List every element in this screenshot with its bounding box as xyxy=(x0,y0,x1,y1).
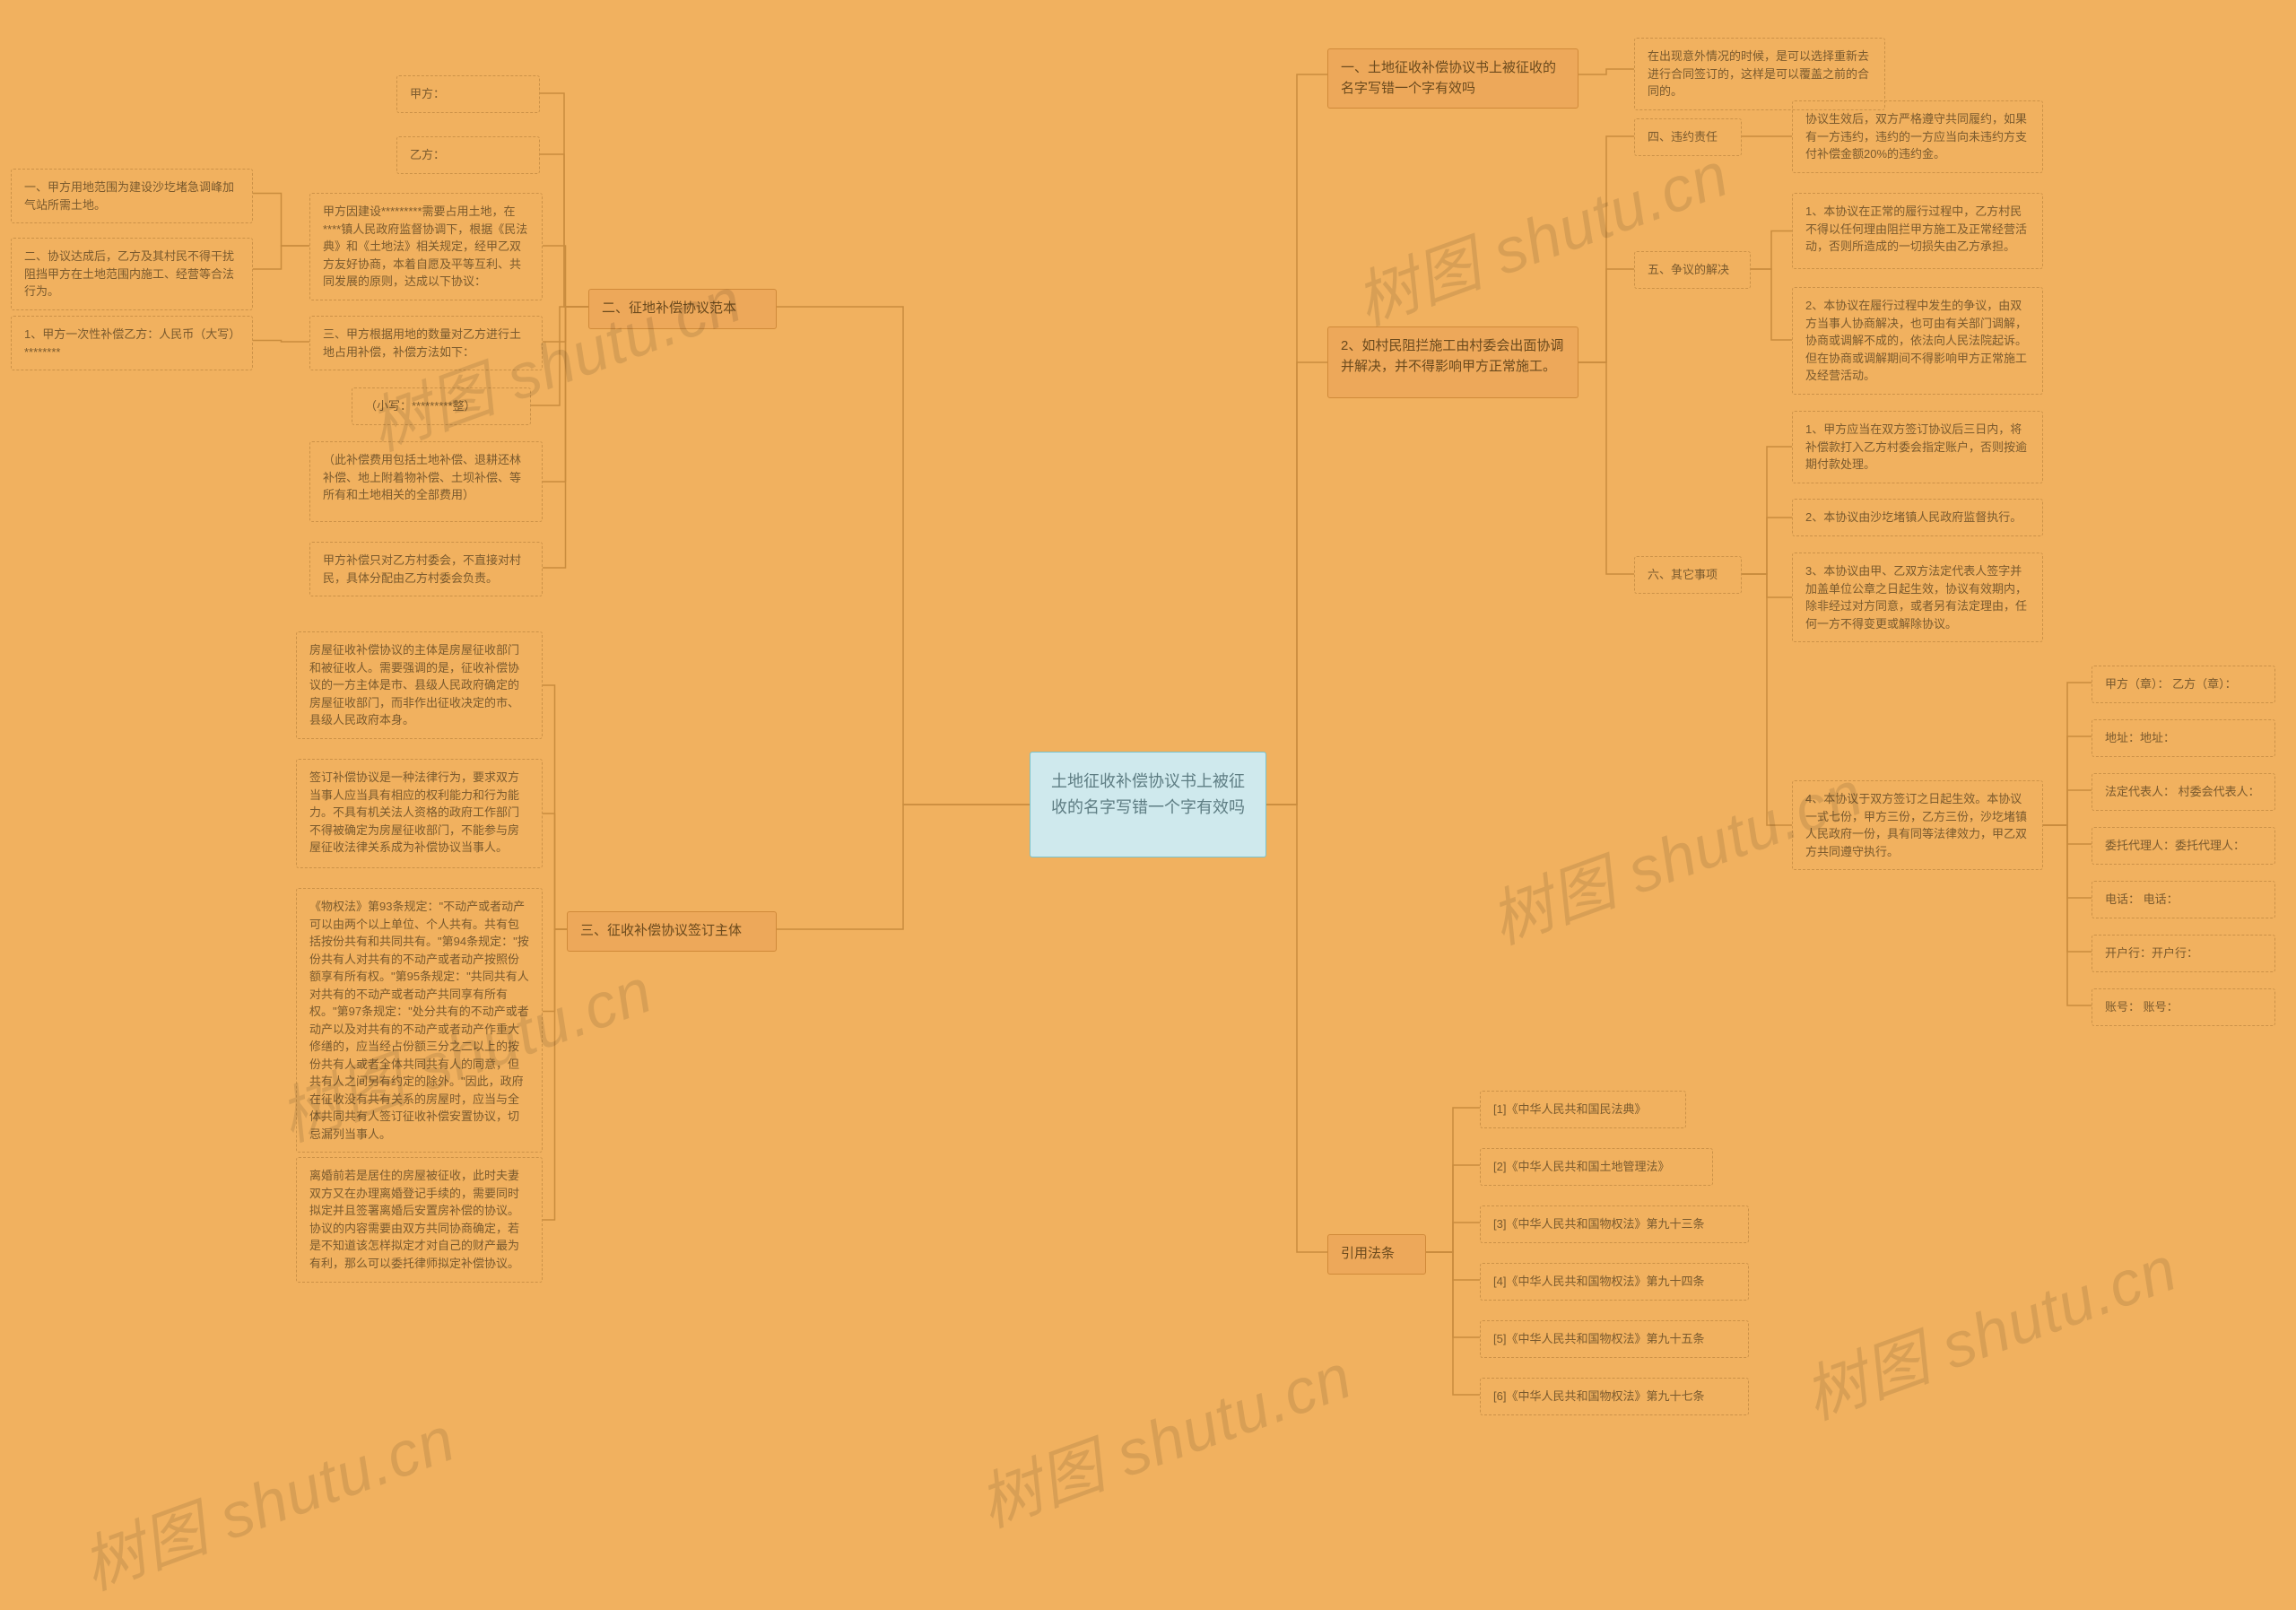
node-b7c6[interactable]: [6]《中华人民共和国物权法》第九十七条 xyxy=(1480,1378,1749,1415)
node-sig7[interactable]: 账号： 账号： xyxy=(2092,988,2275,1026)
node-b3c2[interactable]: 签订补偿协议是一种法律行为，要求双方当事人应当具有相应的权利能力和行为能力。不具… xyxy=(296,759,543,868)
node-b3c3[interactable]: 《物权法》第93条规定："不动产或者动产可以由两个以上单位、个人共有。共有包括按… xyxy=(296,888,543,1153)
node-b2c3b[interactable]: 二、协议达成后，乙方及其村民不得干扰阻挡甲方在土地范围内施工、经营等合法行为。 xyxy=(11,238,253,310)
node-b7c2[interactable]: [2]《中华人民共和国土地管理法》 xyxy=(1480,1148,1713,1186)
watermark: 树图 shutu.cn xyxy=(1342,125,1739,344)
branch-b1[interactable]: 一、土地征收补偿协议书上被征收的名字写错一个字有效吗 xyxy=(1327,48,1578,109)
node-b3c4[interactable]: 离婚前若是居住的房屋被征收，此时夫妻双方又在办理离婚登记手续的，需要同时拟定并且… xyxy=(296,1157,543,1283)
branch-b7[interactable]: 引用法条 xyxy=(1327,1234,1426,1275)
node-b2c3[interactable]: 甲方因建设*********需要占用土地，在****镇人民政府监督协调下，根据《… xyxy=(309,193,543,300)
node-b2c4a[interactable]: 1、甲方一次性补偿乙方：人民币（大写）******** xyxy=(11,316,253,370)
node-b2c5[interactable]: （小写：*********整） xyxy=(352,387,531,425)
node-b2c6[interactable]: （此补偿费用包括土地补偿、退耕还林补偿、地上附着物补偿、土坝补偿、等所有和土地相… xyxy=(309,441,543,522)
node-b2c7[interactable]: 甲方补偿只对乙方村委会，不直接对村民，具体分配由乙方村委会负责。 xyxy=(309,542,543,596)
node-b6b2[interactable]: 2、本协议在履行过程中发生的争议，由双方当事人协商解决，也可由有关部门调解，协商… xyxy=(1792,287,2043,395)
watermark: 树图 shutu.cn xyxy=(965,1327,1362,1545)
node-b7c1[interactable]: [1]《中华人民共和国民法典》 xyxy=(1480,1091,1686,1128)
node-b2c1[interactable]: 甲方： xyxy=(396,75,540,113)
node-b2c2[interactable]: 乙方： xyxy=(396,136,540,174)
node-b2c3a[interactable]: 一、甲方用地范围为建设沙圪堵急调峰加气站所需土地。 xyxy=(11,169,253,223)
node-b6b1[interactable]: 1、本协议在正常的履行过程中，乙方村民不得以任何理由阻拦甲方施工及正常经营活动，… xyxy=(1792,193,2043,269)
center-node[interactable]: 土地征收补偿协议书上被征收的名字写错一个字有效吗 xyxy=(1030,752,1266,857)
node-sig6[interactable]: 开户行：开户行： xyxy=(2092,935,2275,972)
node-sig3[interactable]: 法定代表人： 村委会代表人： xyxy=(2092,773,2275,811)
branch-b3[interactable]: 三、征收补偿协议签订主体 xyxy=(567,911,777,952)
node-b1c1[interactable]: 在出现意外情况的时候，是可以选择重新去进行合同签订的，这样是可以覆盖之前的合同的… xyxy=(1634,38,1885,110)
node-b6b[interactable]: 五、争议的解决 xyxy=(1634,251,1751,289)
node-b6a1[interactable]: 协议生效后，双方严格遵守共同履约，如果有一方违约，违约的一方应当向未违约方支付补… xyxy=(1792,100,2043,173)
node-sig1[interactable]: 甲方（章）： 乙方（章）： xyxy=(2092,666,2275,703)
node-b6c3[interactable]: 3、本协议由甲、乙双方法定代表人签字并加盖单位公章之日起生效，协议有效期内，除非… xyxy=(1792,553,2043,642)
node-sig4[interactable]: 委托代理人：委托代理人： xyxy=(2092,827,2275,865)
node-b6a[interactable]: 四、违约责任 xyxy=(1634,118,1742,156)
node-b7c4[interactable]: [4]《中华人民共和国物权法》第九十四条 xyxy=(1480,1263,1749,1301)
branch-b6[interactable]: 2、如村民阻拦施工由村委会出面协调并解决，并不得影响甲方正常施工。 xyxy=(1327,326,1578,398)
node-sig2[interactable]: 地址：地址： xyxy=(2092,719,2275,757)
mindmap-canvas: 土地征收补偿协议书上被征收的名字写错一个字有效吗 二、征地补偿协议范本 甲方： 乙方：… xyxy=(0,0,2296,1610)
node-b6c2[interactable]: 2、本协议由沙圪堵镇人民政府监督执行。 xyxy=(1792,499,2043,536)
branch-b2[interactable]: 二、征地补偿协议范本 xyxy=(588,289,777,329)
watermark: 树图 shutu.cn xyxy=(1790,1219,2187,1438)
node-b7c5[interactable]: [5]《中华人民共和国物权法》第九十五条 xyxy=(1480,1320,1749,1358)
node-b3c1[interactable]: 房屋征收补偿协议的主体是房屋征收部门和被征收人。需要强调的是，征收补偿协议的一方… xyxy=(296,631,543,739)
node-b2c4[interactable]: 三、甲方根据用地的数量对乙方进行土地占用补偿，补偿方法如下： xyxy=(309,316,543,370)
node-sig5[interactable]: 电话： 电话： xyxy=(2092,881,2275,918)
node-b6c4[interactable]: 4、本协议于双方签订之日起生效。本协议一式七份，甲方三份，乙方三份，沙圪堵镇人民… xyxy=(1792,780,2043,870)
watermark: 树图 shutu.cn xyxy=(68,1389,465,1608)
node-b7c3[interactable]: [3]《中华人民共和国物权法》第九十三条 xyxy=(1480,1205,1749,1243)
node-b6c1[interactable]: 1、甲方应当在双方签订协议后三日内，将补偿款打入乙方村委会指定账户，否则按逾期付… xyxy=(1792,411,2043,483)
node-b6c[interactable]: 六、其它事项 xyxy=(1634,556,1742,594)
